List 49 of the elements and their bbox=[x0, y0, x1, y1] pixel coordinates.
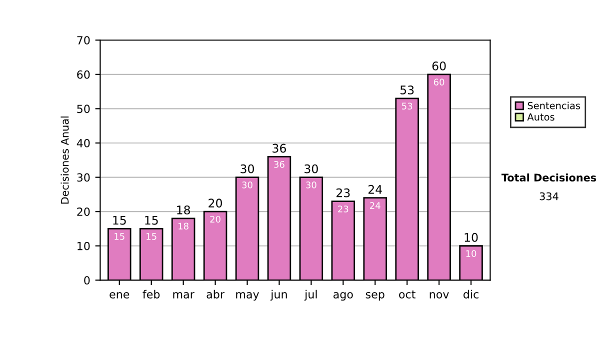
y-tick-label: 50 bbox=[77, 104, 90, 114]
total-label: 23 bbox=[336, 188, 350, 198]
x-tick-label: ago bbox=[333, 292, 353, 301]
data-label: 30 bbox=[242, 182, 252, 188]
text: 334 bbox=[540, 192, 558, 200]
x-tick-label: ene bbox=[110, 292, 130, 298]
x-tick-label: jun bbox=[270, 290, 287, 301]
x-tick-label: abr bbox=[206, 290, 224, 298]
x-tick-label: feb bbox=[142, 290, 160, 298]
y-tick-label: 70 bbox=[77, 36, 90, 44]
y-tick-label: 0 bbox=[84, 276, 90, 285]
data-label: 36 bbox=[274, 160, 284, 168]
total-label: 24 bbox=[368, 184, 382, 194]
data-label: 24 bbox=[370, 202, 380, 209]
y-tick-label: 10 bbox=[78, 242, 90, 250]
data-label: 18 bbox=[178, 222, 188, 230]
x-tick-label: nov bbox=[430, 292, 449, 298]
data-label: 30 bbox=[306, 182, 316, 188]
data-label: 15 bbox=[146, 233, 156, 240]
x-tick-label: oct bbox=[399, 290, 416, 298]
total-label: 18 bbox=[177, 206, 190, 214]
y-tick-label: 40 bbox=[76, 138, 90, 148]
data-label: 20 bbox=[210, 216, 220, 223]
data-label: 15 bbox=[114, 233, 124, 240]
x-tick-label: sep bbox=[366, 292, 384, 301]
x-tick-label: dic bbox=[464, 290, 478, 298]
total-label: 53 bbox=[400, 85, 414, 94]
x-tick-label: jul bbox=[304, 290, 317, 301]
legend-label: Sentencias bbox=[528, 102, 580, 110]
x-tick-label: may bbox=[236, 292, 260, 301]
y-axis-title: Decisiones Anual bbox=[60, 116, 69, 204]
total-label: 15 bbox=[145, 216, 158, 225]
y-tick-label: 60 bbox=[77, 70, 90, 79]
data-label: 60 bbox=[434, 78, 444, 86]
y-tick-label: 30 bbox=[77, 173, 90, 182]
total-label: 30 bbox=[240, 164, 254, 174]
y-tick-label: 20 bbox=[77, 208, 90, 216]
data-label: 10 bbox=[466, 250, 476, 257]
data-label: 23 bbox=[338, 206, 348, 212]
data-label: 53 bbox=[402, 102, 412, 110]
total-label: 15 bbox=[113, 216, 126, 225]
total-label: 30 bbox=[304, 164, 318, 174]
total-label: 60 bbox=[432, 61, 446, 70]
text: Total Decisiones bbox=[501, 173, 596, 182]
total-label: 10 bbox=[464, 232, 478, 242]
total-label: 36 bbox=[272, 144, 286, 153]
x-tick-label: mar bbox=[173, 292, 194, 298]
total-label: 20 bbox=[208, 198, 222, 208]
legend-label: Autos bbox=[527, 113, 554, 121]
